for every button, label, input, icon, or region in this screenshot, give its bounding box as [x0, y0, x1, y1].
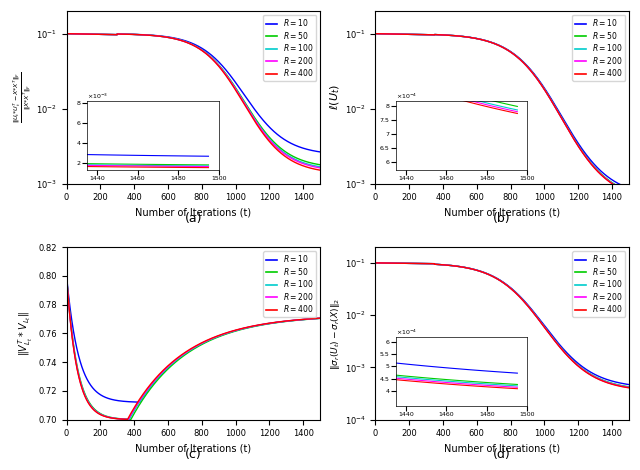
- Text: (c): (c): [185, 447, 202, 461]
- Legend: $R=10$, $R=50$, $R=100$, $R=200$, $R=400$: $R=10$, $R=50$, $R=100$, $R=200$, $R=400…: [572, 251, 625, 317]
- Legend: $R=10$, $R=50$, $R=100$, $R=200$, $R=400$: $R=10$, $R=50$, $R=100$, $R=200$, $R=400…: [263, 15, 316, 81]
- Legend: $R=10$, $R=50$, $R=100$, $R=200$, $R=400$: $R=10$, $R=50$, $R=100$, $R=200$, $R=400…: [572, 15, 625, 81]
- Text: (d): (d): [493, 447, 511, 461]
- Y-axis label: $\|\sigma_r(U_t)-\sigma_r(X)\|_2$: $\|\sigma_r(U_t)-\sigma_r(X)\|_2$: [329, 298, 342, 369]
- Text: (b): (b): [493, 212, 511, 225]
- Text: (a): (a): [184, 212, 202, 225]
- Y-axis label: $\ell(U_t)$: $\ell(U_t)$: [328, 84, 342, 110]
- X-axis label: Number of Iterations (t): Number of Iterations (t): [444, 208, 560, 218]
- Legend: $R=10$, $R=50$, $R=100$, $R=200$, $R=400$: $R=10$, $R=50$, $R=100$, $R=200$, $R=400…: [263, 251, 316, 317]
- Y-axis label: $\|V_{L_t}^T * V_{L_t}\|$: $\|V_{L_t}^T * V_{L_t}\|$: [17, 311, 35, 356]
- Y-axis label: $\frac{\|U_t{*}U_t^T - X{*}X^T\|_F}{\|X{*}X^T\|_F}$: $\frac{\|U_t{*}U_t^T - X{*}X^T\|_F}{\|X{…: [11, 71, 33, 123]
- X-axis label: Number of Iterations (t): Number of Iterations (t): [135, 208, 252, 218]
- X-axis label: Number of Iterations (t): Number of Iterations (t): [135, 444, 252, 454]
- X-axis label: Number of Iterations (t): Number of Iterations (t): [444, 444, 560, 454]
